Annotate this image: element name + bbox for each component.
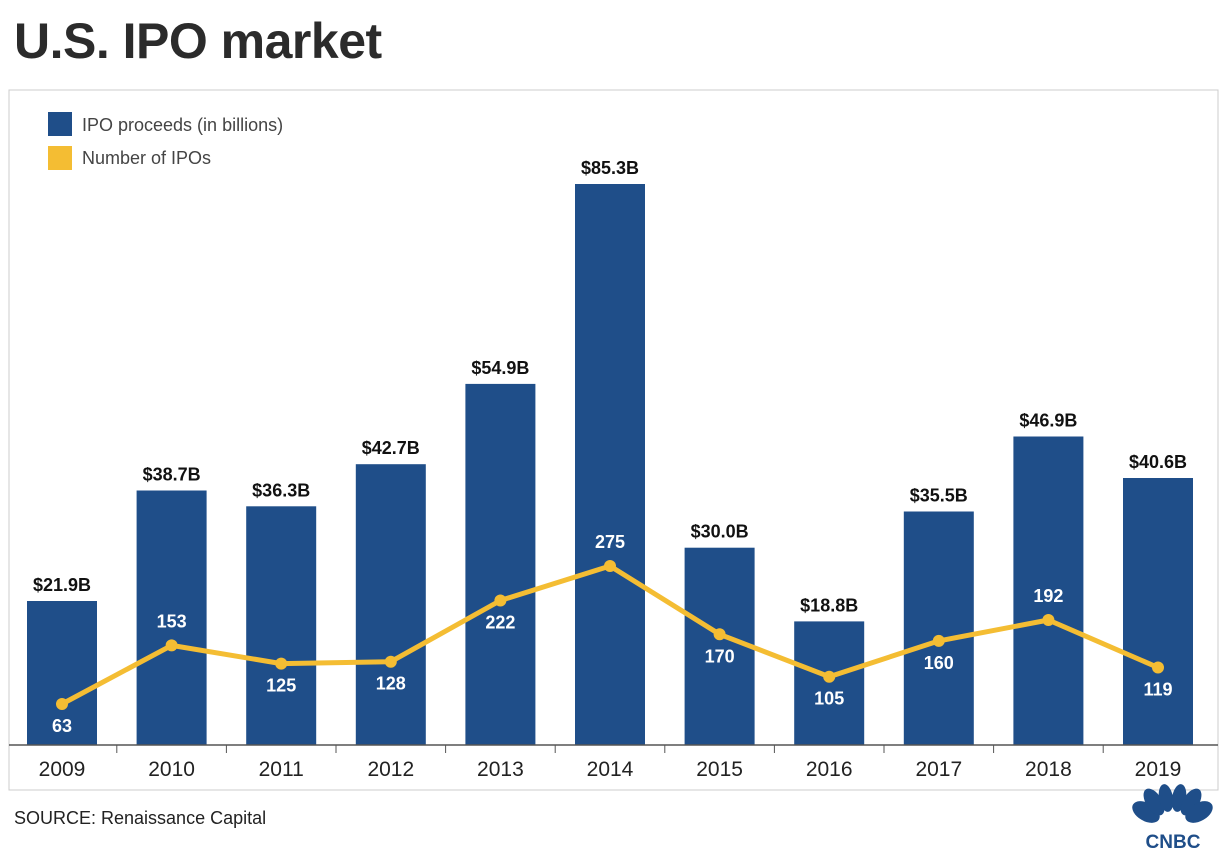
ipo-count-point-2014 <box>604 560 616 572</box>
bar-value-label-2017: $35.5B <box>910 486 968 506</box>
logo-text: CNBC <box>1146 832 1201 852</box>
ipo-count-label-2009: 63 <box>52 716 72 736</box>
source-note: SOURCE: Renaissance Capital <box>14 808 267 828</box>
ipo-count-label-2018: 192 <box>1033 586 1063 606</box>
bar-value-label-2019: $40.6B <box>1129 452 1187 472</box>
bar-2010 <box>136 490 207 745</box>
labels-layer: $21.9B $38.7B $36.3B $42.7B $54.9B $85.3B $30.… <box>33 158 1187 736</box>
chart-frame <box>8 89 1219 791</box>
bar-2017 <box>903 511 974 745</box>
year-label-2014: 2014 <box>587 758 634 781</box>
bar-2014 <box>575 184 645 745</box>
legend-swatch-proceeds <box>48 112 72 136</box>
ipo-count-label-2011: 125 <box>266 676 296 696</box>
bar-value-label-2018: $46.9B <box>1019 411 1077 431</box>
bar-value-label-2012: $42.7B <box>362 438 420 458</box>
year-label-2016: 2016 <box>806 758 853 781</box>
ipo-count-point-2011 <box>275 657 288 670</box>
ipo-count-point-2009 <box>56 698 68 710</box>
legend-label-count: Number of IPOs <box>82 148 211 168</box>
chart-title: U.S. IPO market <box>14 13 382 69</box>
ipo-count-label-2010: 153 <box>157 611 187 631</box>
bar-value-label-2013: $54.9B <box>471 358 529 378</box>
year-label-2015: 2015 <box>696 758 743 781</box>
cnbc-peacock-logo: CNBC <box>1132 784 1213 852</box>
bar-value-label-2016: $18.8B <box>800 595 858 615</box>
bar-value-label-2014: $85.3B <box>581 158 639 178</box>
bar-2018 <box>1013 436 1084 745</box>
ipo-count-label-2019: 119 <box>1143 680 1172 700</box>
ipo-count-point-2015 <box>713 628 726 641</box>
bar-value-label-2010: $38.7B <box>143 465 201 485</box>
x-axis-ticks: 2009 2010 2011 2012 2013 2014 2015 2016 2017 2018… <box>39 745 1182 781</box>
ipo-count-point-2017 <box>932 634 945 647</box>
ipo-count-label-2015: 170 <box>705 646 735 666</box>
year-label-2018: 2018 <box>1025 758 1072 781</box>
year-label-2010: 2010 <box>148 758 195 781</box>
ipo-count-label-2016: 105 <box>814 689 844 709</box>
year-label-2017: 2017 <box>915 758 962 781</box>
ipo-count-point-2019 <box>1152 661 1164 674</box>
year-label-2019: 2019 <box>1135 758 1182 781</box>
bar-value-label-2009: $21.9B <box>33 575 91 595</box>
ipo-count-point-2016 <box>823 670 836 683</box>
legend-label-proceeds: IPO proceeds (in billions) <box>82 115 283 135</box>
bars-layer <box>27 184 1193 745</box>
year-label-2011: 2011 <box>259 758 304 781</box>
ipo-count-point-2010 <box>165 639 178 652</box>
bar-2011 <box>246 506 317 745</box>
ipo-count-point-2012 <box>384 655 397 668</box>
bar-2012 <box>355 464 426 745</box>
ipo-count-label-2012: 128 <box>376 674 406 694</box>
bar-value-label-2015: $30.0B <box>691 522 749 542</box>
ipo-count-label-2017: 160 <box>924 653 954 673</box>
bar-2019 <box>1123 478 1193 745</box>
bar-2015 <box>684 547 755 745</box>
year-label-2009: 2009 <box>39 758 86 781</box>
year-label-2013: 2013 <box>477 758 524 781</box>
line-layer <box>56 560 1164 710</box>
year-label-2012: 2012 <box>367 758 414 781</box>
legend: IPO proceeds (in billions) Number of IPO… <box>48 112 283 170</box>
ipo-count-label-2014: 275 <box>595 532 625 552</box>
bar-2013 <box>465 383 536 745</box>
ipo-count-label-2013: 222 <box>485 613 515 633</box>
ipo-count-point-2018 <box>1042 614 1055 626</box>
bar-2016 <box>794 621 865 745</box>
legend-swatch-count <box>48 146 72 170</box>
ipo-count-point-2013 <box>494 594 507 607</box>
bar-value-label-2011: $36.3B <box>252 480 310 500</box>
bar-2009 <box>27 601 97 745</box>
